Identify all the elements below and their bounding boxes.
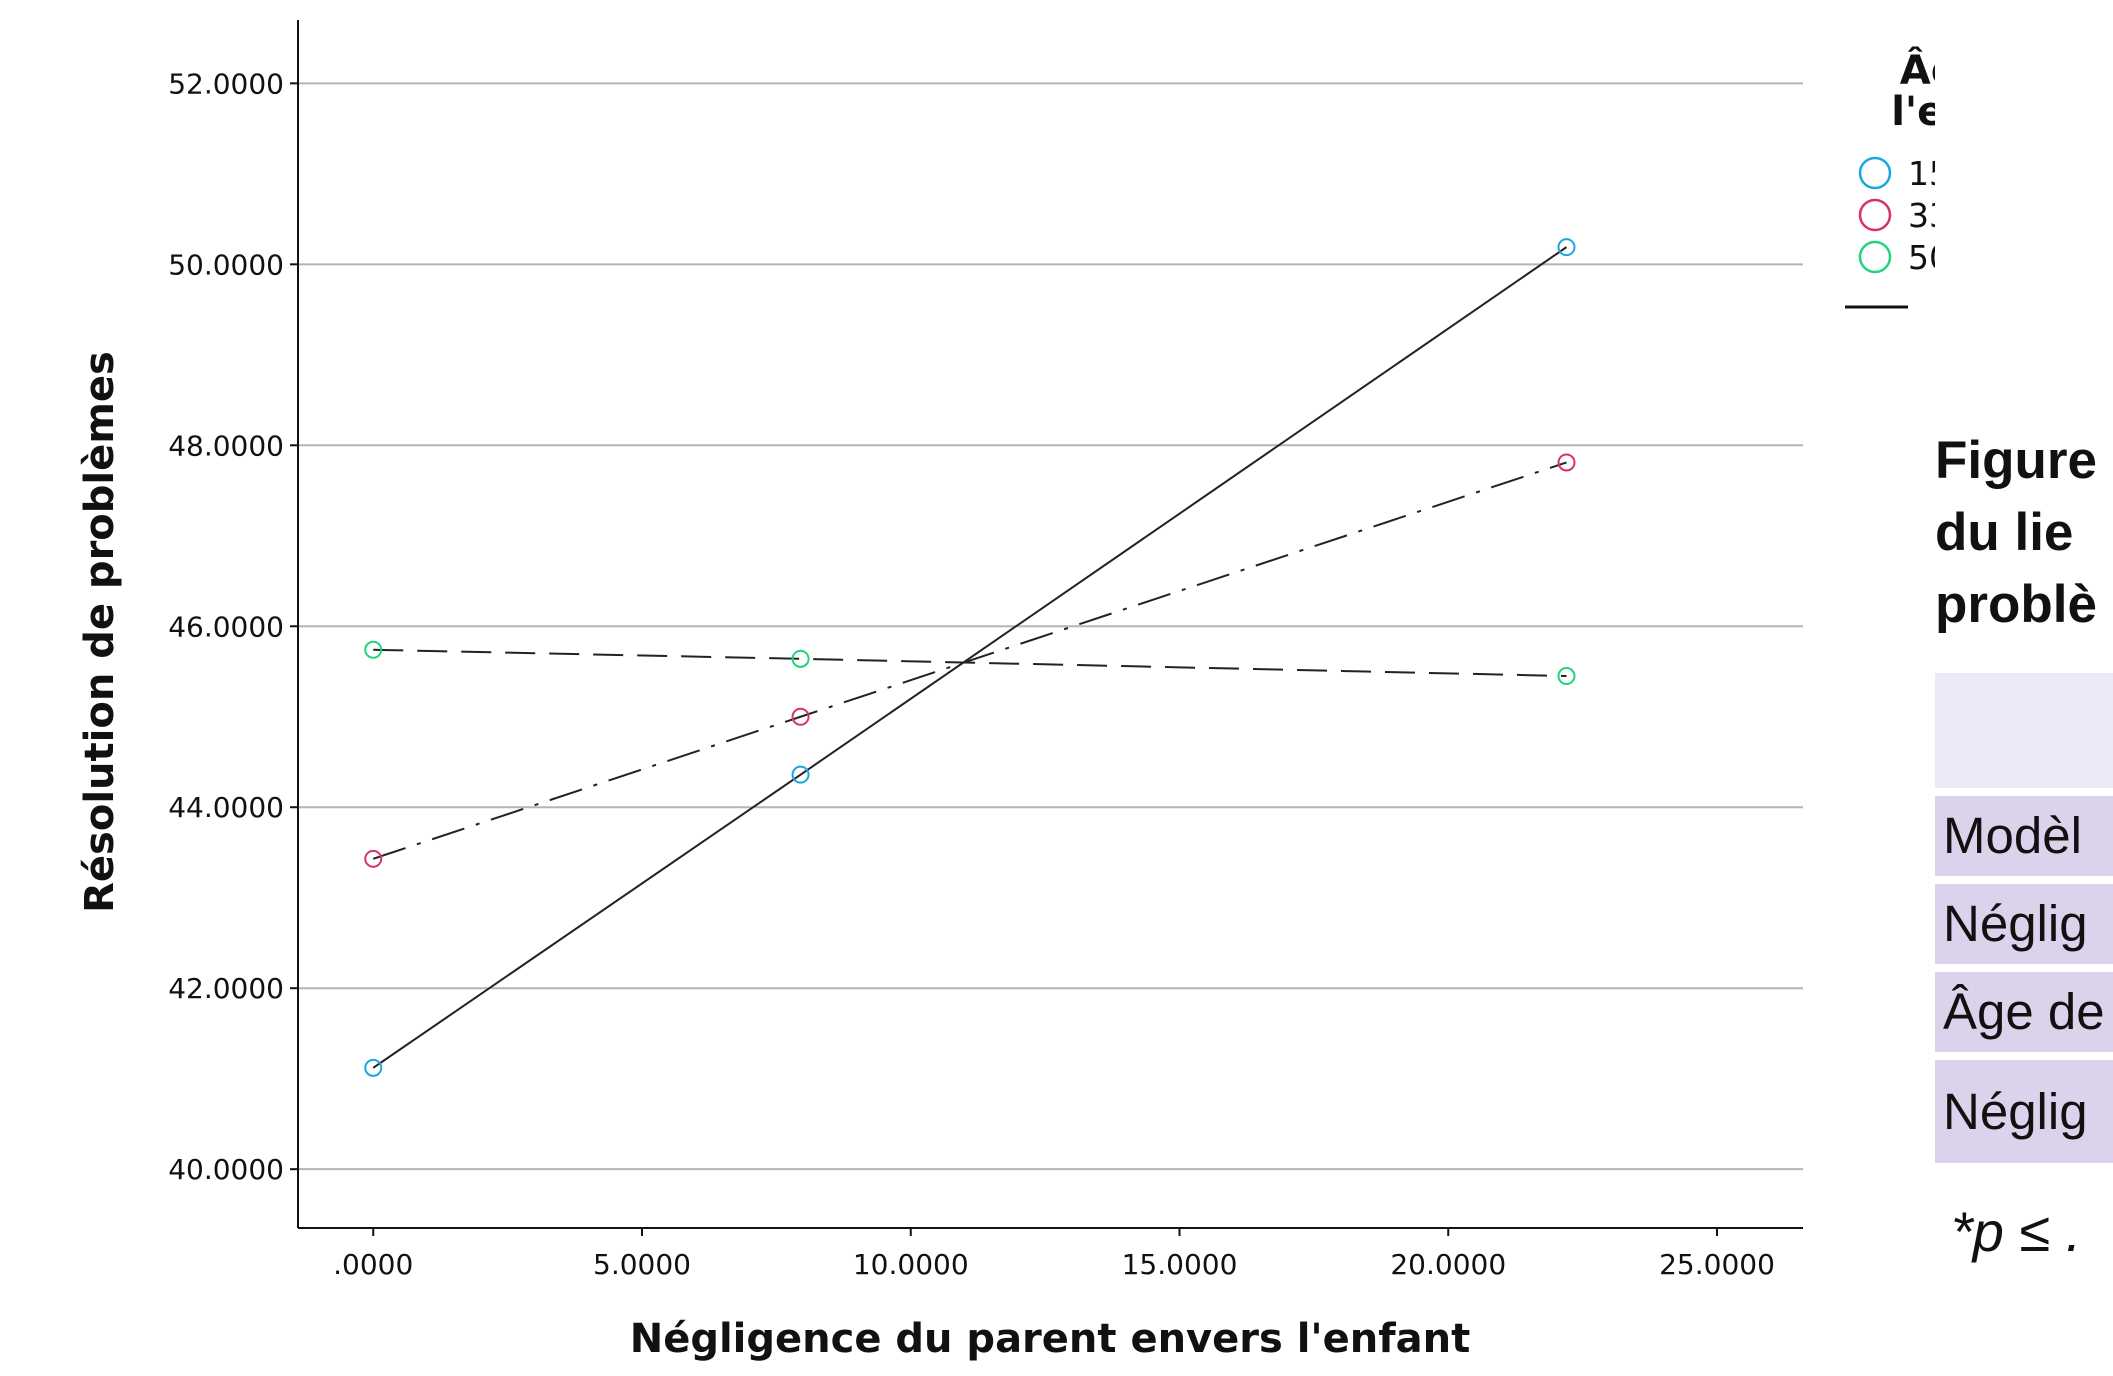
data-point xyxy=(1557,453,1576,472)
table-row: Âge de xyxy=(1935,972,2113,1052)
significance-footnote: *p ≤ . xyxy=(1951,1200,2082,1263)
legend-marker xyxy=(1858,198,1892,232)
table-header xyxy=(1935,673,2113,788)
table-row: Néglig xyxy=(1935,884,2113,964)
legend-marker xyxy=(1858,156,1892,190)
legend-marker xyxy=(1858,240,1892,274)
y-tick-label: 50.0000 xyxy=(168,248,284,281)
results-table: Modèl Néglig Âge de Néglig xyxy=(1935,673,2113,1163)
y-axis-label: Résolution de problèmes xyxy=(77,351,123,913)
y-tick-labels: 40.0000 42.0000 44.0000 46.0000 48.0000 50.00… xyxy=(168,67,284,1186)
legend-label: 33.29 mois xyxy=(1908,196,1935,235)
data-point xyxy=(1557,667,1576,686)
y-tick-label: 42.0000 xyxy=(168,972,284,1005)
data-point xyxy=(364,849,383,868)
data-point xyxy=(791,707,810,726)
data-point xyxy=(364,1058,383,1077)
x-tick-label: 10.0000 xyxy=(853,1248,969,1281)
table-row: Modèl xyxy=(1935,796,2113,876)
data-point xyxy=(791,649,810,668)
chart: 40.0000 42.0000 44.0000 46.0000 48.0000 50.00… xyxy=(77,20,1935,1362)
x-tick-label: 5.0000 xyxy=(593,1248,691,1281)
x-axis-label: Négligence du parent envers l'enfant xyxy=(630,1316,1471,1362)
x-tick-label: 25.0000 xyxy=(1659,1248,1775,1281)
x-tick-labels: .0000 5.0000 10.0000 15.0000 20.0000 25.0000 xyxy=(333,1248,1775,1281)
axes xyxy=(290,20,1803,1236)
table-row: Néglig xyxy=(1935,1060,2113,1163)
series-lines xyxy=(372,246,1568,1069)
series-line xyxy=(373,648,1567,678)
y-tick-label: 44.0000 xyxy=(168,791,284,824)
series-line xyxy=(372,246,1568,1069)
legend: Âge de l'enfant 15.77 mois 33.29 mois 50.8… xyxy=(1845,46,1935,309)
y-tick-label: 40.0000 xyxy=(168,1153,284,1186)
caption-line: Figure xyxy=(1935,431,2097,490)
grid-lines xyxy=(298,82,1803,1171)
series-markers xyxy=(364,238,1576,1077)
legend-title-line2: l'enfant xyxy=(1891,89,1935,135)
data-point xyxy=(1557,238,1576,257)
legend-title-line1: Âge de xyxy=(1900,46,1935,94)
x-tick-label: 15.0000 xyxy=(1122,1248,1238,1281)
data-point xyxy=(364,640,383,659)
figure-caption: Figure du lie problè xyxy=(1935,425,2113,641)
legend-label: 15.77 mois xyxy=(1908,154,1935,193)
legend-label: 50.81 mois xyxy=(1908,238,1935,277)
y-tick-label: 52.0000 xyxy=(168,67,284,100)
x-tick-label: .0000 xyxy=(333,1248,413,1281)
caption-line: problè xyxy=(1935,575,2097,634)
series-line xyxy=(372,461,1567,860)
caption-line: du lie xyxy=(1935,503,2074,562)
y-tick-label: 46.0000 xyxy=(168,610,284,643)
side-panel: Figure du lie problè Modèl Néglig Âge de… xyxy=(1935,405,2113,1376)
data-point xyxy=(791,765,810,784)
y-tick-label: 48.0000 xyxy=(168,429,284,462)
x-tick-label: 20.0000 xyxy=(1390,1248,1506,1281)
